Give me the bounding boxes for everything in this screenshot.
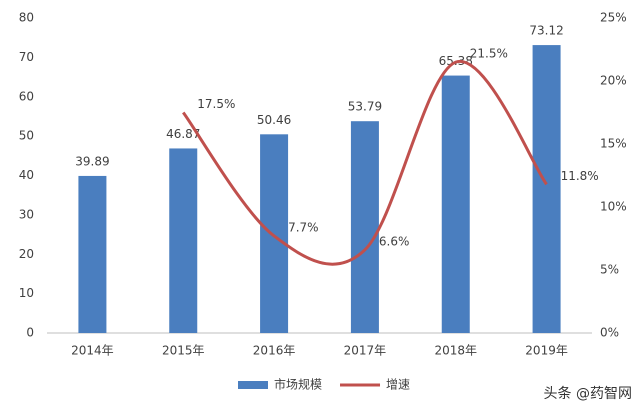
y-tick-label: 60 bbox=[19, 89, 34, 103]
y-tick-label: 30 bbox=[19, 207, 34, 221]
y-tick-label: 70 bbox=[19, 50, 34, 64]
legend-label: 增速 bbox=[386, 378, 410, 392]
bar bbox=[350, 121, 379, 333]
line-label: 7.7% bbox=[288, 220, 319, 234]
x-tick-label: 2014年 bbox=[71, 344, 114, 358]
y-tick-label: 40 bbox=[19, 168, 34, 182]
bar-label: 53.79 bbox=[348, 100, 382, 114]
x-tick-label: 2018年 bbox=[434, 344, 477, 358]
legend-swatch bbox=[238, 381, 268, 389]
line-label: 17.5% bbox=[197, 97, 235, 111]
watermark: 头条 @药智网 bbox=[544, 385, 632, 402]
x-tick-label: 2016年 bbox=[253, 344, 296, 358]
y-tick-label: 80 bbox=[19, 11, 34, 25]
y2-tick-label: 25% bbox=[600, 11, 627, 25]
bar-label: 73.12 bbox=[529, 24, 563, 38]
y-tick-label: 50 bbox=[19, 129, 34, 143]
legend-label: 市场规模 bbox=[274, 377, 322, 392]
bar-label: 50.46 bbox=[257, 113, 291, 127]
y2-tick-label: 0% bbox=[600, 326, 619, 340]
y-tick-label: 20 bbox=[19, 247, 34, 261]
bar-label: 39.89 bbox=[75, 154, 109, 168]
y-tick-label: 10 bbox=[19, 286, 34, 300]
line-label: 11.8% bbox=[561, 169, 599, 183]
bar-label: 46.87 bbox=[166, 127, 200, 141]
line-label: 6.6% bbox=[379, 234, 410, 248]
x-tick-label: 2019年 bbox=[525, 344, 568, 358]
bar bbox=[441, 75, 470, 333]
bar bbox=[169, 148, 198, 333]
y-tick-label: 0 bbox=[26, 326, 34, 340]
y2-tick-label: 10% bbox=[600, 200, 627, 214]
line bbox=[182, 60, 548, 266]
y2-tick-label: 15% bbox=[600, 137, 627, 151]
line-label: 21.5% bbox=[470, 47, 508, 61]
bar bbox=[260, 134, 289, 333]
y2-tick-label: 20% bbox=[600, 74, 627, 88]
x-tick-label: 2015年 bbox=[162, 344, 205, 358]
bar bbox=[532, 45, 561, 334]
bar bbox=[78, 175, 107, 333]
x-tick-label: 2017年 bbox=[344, 344, 387, 358]
y2-tick-label: 5% bbox=[600, 263, 619, 277]
